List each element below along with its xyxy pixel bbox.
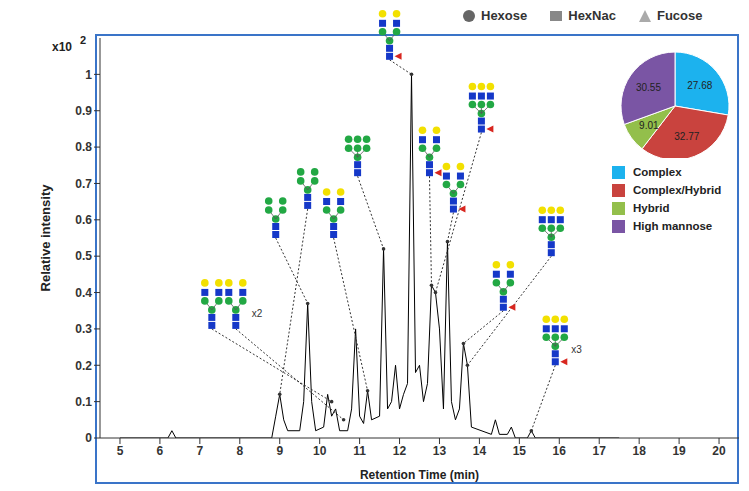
svg-text:0.5: 0.5	[75, 249, 92, 263]
svg-text:7: 7	[197, 444, 204, 458]
svg-text:19: 19	[672, 444, 686, 458]
html-text:Hybrid: Hybrid	[633, 202, 670, 214]
svg-text:0.8: 0.8	[75, 140, 92, 154]
svg-text:20: 20	[712, 444, 726, 458]
svg-text:17: 17	[593, 444, 607, 458]
svg-text:x2: x2	[252, 308, 263, 319]
svg-text:32.77: 32.77	[674, 131, 699, 142]
html-text:Complex/Hybrid: Complex/Hybrid	[633, 184, 722, 196]
svg-text:0.7: 0.7	[75, 177, 92, 191]
svg-text:x3: x3	[571, 344, 582, 355]
svg-text:30.55: 30.55	[636, 82, 661, 93]
svg-text:0.9: 0.9	[75, 104, 92, 118]
svg-text:27.68: 27.68	[687, 80, 712, 91]
svg-text:9.01: 9.01	[639, 120, 659, 131]
svg-text:1: 1	[85, 68, 92, 82]
svg-text:6: 6	[157, 444, 164, 458]
svg-text:16: 16	[553, 444, 567, 458]
svg-text:11: 11	[353, 444, 366, 458]
html-text:High mannose: High mannose	[633, 220, 713, 232]
svg-text:Retention Time (min): Retention Time (min)	[360, 468, 479, 482]
svg-text:9: 9	[276, 444, 283, 458]
svg-text:18: 18	[632, 444, 646, 458]
svg-text:13: 13	[433, 444, 447, 458]
svg-text:0.1: 0.1	[75, 395, 92, 409]
svg-text:15: 15	[513, 444, 527, 458]
svg-text:8: 8	[236, 444, 243, 458]
svg-text:5: 5	[117, 444, 124, 458]
svg-text:0.6: 0.6	[75, 213, 92, 227]
svg-text:0: 0	[85, 431, 92, 445]
svg-text:0.2: 0.2	[75, 359, 92, 373]
svg-text:0.3: 0.3	[75, 322, 92, 336]
svg-text:Relative intensity: Relative intensity	[38, 184, 53, 292]
html-text:HexNac: HexNac	[568, 8, 616, 23]
svg-text:0.4: 0.4	[75, 286, 92, 300]
html-text:Complex: Complex	[633, 166, 682, 178]
html-text:Fucose: Fucose	[657, 8, 703, 23]
html-text:x10: x10	[52, 40, 72, 54]
html-text:Hexose: Hexose	[481, 8, 528, 23]
html-text:2: 2	[80, 34, 87, 46]
svg-text:14: 14	[473, 444, 487, 458]
svg-text:12: 12	[393, 444, 407, 458]
svg-text:10: 10	[313, 444, 327, 458]
